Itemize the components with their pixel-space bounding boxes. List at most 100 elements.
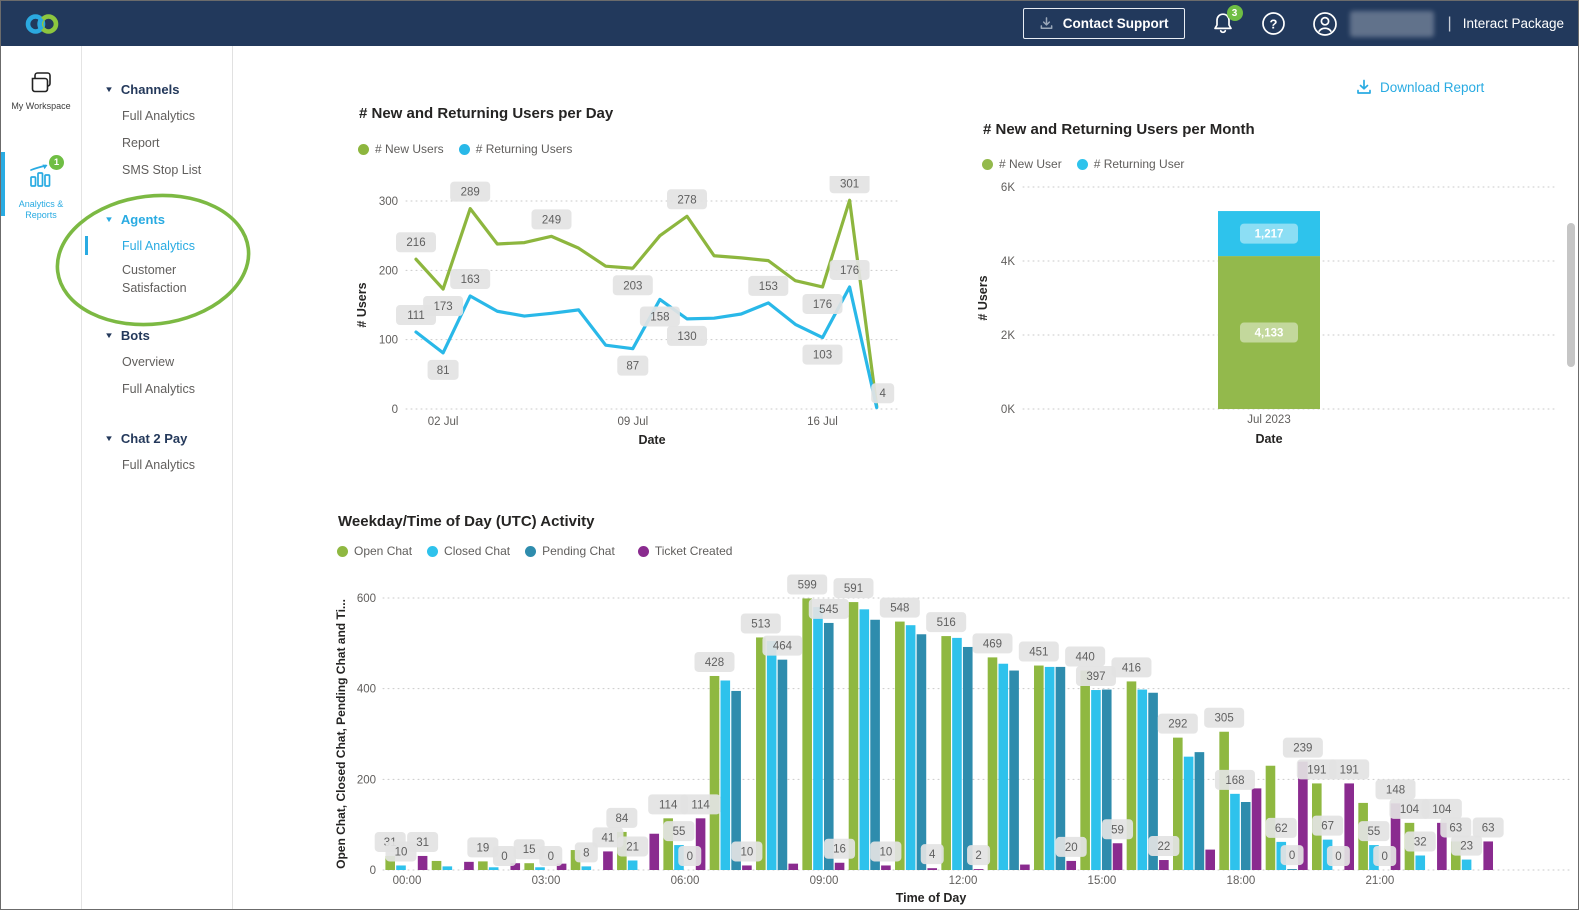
bar-closed-chat-18:00[interactable] — [1230, 793, 1240, 870]
bar-pending-chat-15:00[interactable] — [1101, 689, 1112, 870]
bar-open-chat-12:00[interactable] — [941, 636, 951, 870]
bar-open-chat-23:00[interactable] — [1450, 841, 1461, 870]
bar-pending-chat-10:00[interactable] — [870, 619, 880, 870]
bar-closed-chat-11:00[interactable] — [905, 625, 916, 870]
menu-item-agents-customer-satisfaction[interactable]: Customer Satisfaction — [122, 263, 187, 295]
bar-ticket-created-09:00[interactable] — [834, 862, 845, 870]
bar-ticket-created-13:00[interactable] — [1020, 864, 1030, 870]
bar-pending-chat-13:00[interactable] — [1009, 670, 1019, 870]
bar-closed-chat-22:00[interactable] — [1415, 855, 1426, 870]
bar-open-chat-06:00[interactable] — [663, 818, 673, 870]
bar-ticket-created-15:00[interactable] — [1112, 843, 1123, 870]
legend-item-new-user[interactable]: # New User — [982, 157, 1062, 171]
legend-item-open-chat[interactable]: Open Chat — [337, 544, 412, 558]
menu-heading-chat2pay[interactable]: ▼ Chat 2 Pay — [104, 430, 188, 446]
bar-ticket-created-12:00[interactable] — [973, 869, 984, 870]
bar-closed-chat-17:00[interactable] — [1183, 756, 1194, 870]
bar-pending-chat-07:00[interactable] — [731, 690, 741, 870]
brand-logo-icon[interactable] — [25, 12, 59, 36]
bar-ticket-created-02:00[interactable] — [510, 863, 521, 870]
bar-open-chat-16:00[interactable] — [1126, 681, 1137, 870]
menu-item-channels-report[interactable]: Report — [122, 135, 160, 150]
bar-closed-chat-09:00[interactable] — [813, 607, 823, 870]
bar-ticket-created-14:00[interactable] — [1066, 860, 1077, 870]
legend-item-new-users[interactable]: # New Users — [358, 142, 444, 156]
notifications-button[interactable]: 3 — [1211, 5, 1243, 36]
download-report-link[interactable]: Download Report — [1356, 79, 1484, 95]
menu-item-agents-full-analytics[interactable]: Full Analytics — [85, 232, 232, 259]
bar-closed-chat-12:00[interactable] — [952, 637, 962, 870]
bar-ticket-created-10:00[interactable] — [881, 865, 891, 870]
bar-closed-chat-05:00[interactable] — [627, 860, 638, 870]
bar-open-chat-14:00[interactable] — [1034, 665, 1044, 870]
menu-heading-channels[interactable]: ▼ Channels — [104, 81, 180, 97]
bar-ticket-created-00:00[interactable] — [417, 855, 428, 870]
bar-closed-chat-08:00[interactable] — [766, 641, 777, 870]
bar-pending-chat-17:00[interactable] — [1194, 752, 1205, 870]
bar-closed-chat-14:00[interactable] — [1044, 666, 1055, 870]
bar-open-chat-03:00[interactable] — [524, 863, 534, 870]
bar-open-chat-09:00[interactable] — [802, 598, 812, 870]
bar-open-chat-15:00[interactable] — [1080, 670, 1090, 870]
bar-closed-chat-10:00[interactable] — [859, 609, 870, 870]
menu-item-channels-full-analytics[interactable]: Full Analytics — [122, 108, 195, 123]
menu-item-bots-overview[interactable]: Overview — [122, 354, 175, 369]
bar-pending-chat-18:00[interactable] — [1240, 802, 1251, 870]
bar-open-chat-18:00[interactable] — [1219, 731, 1229, 870]
menu-item-channels-sms-stop-list[interactable]: SMS Stop List — [122, 162, 202, 177]
bar-ticket-created-03:00[interactable] — [556, 863, 567, 870]
bar-closed-chat-15:00[interactable] — [1091, 690, 1101, 870]
bar-closed-chat-02:00[interactable] — [488, 867, 499, 870]
bar-ticket-created-11:00[interactable] — [927, 868, 938, 870]
menu-heading-bots[interactable]: ▼ Bots — [104, 327, 150, 343]
bar-ticket-created-05:00[interactable] — [649, 833, 660, 870]
bar-ticket-created-22:00[interactable] — [1437, 822, 1447, 870]
bar-ticket-created-21:00[interactable] — [1390, 803, 1401, 870]
bar-ticket-created-17:00[interactable] — [1205, 849, 1216, 870]
bar-ticket-created-16:00[interactable] — [1159, 860, 1169, 870]
bar-closed-chat-00:00[interactable] — [396, 865, 406, 870]
menu-item-bots-full-analytics[interactable]: Full Analytics — [122, 381, 195, 396]
bar-pending-chat-19:00[interactable] — [1287, 869, 1297, 870]
bar-ticket-created-19:00[interactable] — [1298, 761, 1308, 870]
bar-open-chat-07:00[interactable] — [709, 675, 720, 870]
bar-pending-chat-16:00[interactable] — [1148, 692, 1158, 870]
legend-item-ticket-created[interactable]: Ticket Created — [637, 544, 732, 558]
bar-closed-chat-23:00[interactable] — [1461, 859, 1472, 870]
menu-item-chat2pay-full-analytics[interactable]: Full Analytics — [122, 457, 195, 472]
legend-item-returning-users[interactable]: # Returning Users — [458, 142, 572, 156]
bar-closed-chat-13:00[interactable] — [998, 663, 1009, 870]
bar-closed-chat-07:00[interactable] — [720, 680, 731, 870]
bar-closed-chat-01:00[interactable] — [442, 866, 453, 870]
bar-ticket-created-01:00[interactable] — [464, 861, 474, 870]
bar-open-chat-02:00[interactable] — [478, 861, 488, 870]
bar-pending-chat-08:00[interactable] — [777, 659, 788, 870]
bar-closed-chat-03:00[interactable] — [535, 867, 545, 870]
bar-closed-chat-16:00[interactable] — [1137, 689, 1148, 870]
bar-closed-chat-04:00[interactable] — [581, 866, 592, 870]
bar-open-chat-08:00[interactable] — [756, 637, 766, 870]
bar-ticket-created-20:00[interactable] — [1344, 783, 1354, 870]
legend-item-pending-chat[interactable]: Pending Chat — [525, 544, 615, 558]
menu-heading-agents[interactable]: ▼ Agents — [104, 211, 165, 227]
rail-item-my-workspace[interactable]: My Workspace — [1, 46, 81, 112]
bar-ticket-created-23:00[interactable] — [1483, 841, 1493, 870]
bar-returning-user-jul-2023[interactable] — [1218, 211, 1320, 257]
bar-open-chat-10:00[interactable] — [848, 602, 859, 870]
rail-item-analytics-reports[interactable]: 1 Analytics & Reports — [1, 138, 81, 221]
bar-pending-chat-14:00[interactable] — [1055, 666, 1066, 870]
legend-item-returning-user[interactable]: # Returning User — [1076, 157, 1184, 171]
bar-new-user-jul-2023[interactable] — [1218, 256, 1320, 409]
bar-ticket-created-06:00[interactable] — [695, 818, 706, 870]
bar-open-chat-17:00[interactable] — [1173, 737, 1183, 870]
bar-ticket-created-18:00[interactable] — [1251, 788, 1262, 870]
line-series---new-users[interactable] — [414, 198, 879, 408]
bar-open-chat-01:00[interactable] — [431, 860, 442, 870]
bar-ticket-created-04:00[interactable] — [603, 851, 613, 870]
bar-pending-chat-12:00[interactable] — [962, 646, 973, 870]
bar-ticket-created-07:00[interactable] — [742, 865, 752, 870]
bar-open-chat-13:00[interactable] — [987, 657, 998, 870]
user-avatar-button[interactable] — [1312, 11, 1338, 37]
bar-open-chat-00:00[interactable] — [385, 855, 395, 870]
bar-open-chat-19:00[interactable] — [1265, 765, 1276, 870]
